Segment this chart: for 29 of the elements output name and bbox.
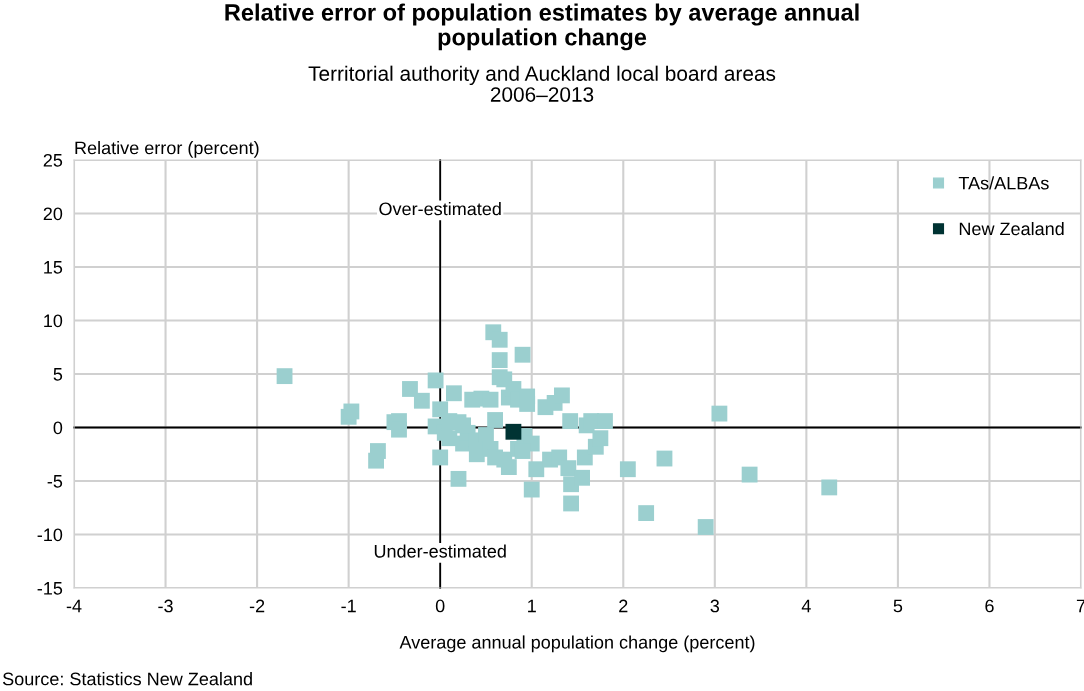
legend-label: TAs/ALBAs — [958, 176, 1049, 190]
y-tick-label: -10 — [37, 528, 63, 542]
y-axis-title: Relative error (percent) — [75, 141, 259, 158]
source-note: Source: Statistics New Zealand — [2, 672, 252, 686]
x-tick-label: -4 — [66, 599, 82, 613]
x-axis-title: Average annual population change (percent) — [399, 635, 755, 653]
x-tick-label: 2 — [619, 599, 628, 613]
x-tick-label: 6 — [985, 599, 994, 613]
x-tick-label: -3 — [158, 599, 173, 613]
y-tick-label: -15 — [37, 582, 63, 595]
chart-subtitle: Territorial authority and Auckland local board areas 2006–2013 — [308, 65, 776, 102]
y-tick-label: 0 — [53, 421, 63, 435]
y-tick-label: -5 — [47, 475, 63, 488]
y-tick-label: 25 — [43, 153, 63, 167]
chart-title: Relative error of population estimates by average annual population change — [225, 3, 859, 51]
x-tick-label: 0 — [435, 599, 445, 613]
y-tick-label: 15 — [44, 261, 63, 274]
x-tick-label: 5 — [893, 599, 903, 613]
y-tick-label: 20 — [43, 207, 63, 221]
y-tick-label: 5 — [53, 368, 63, 381]
x-tick-label: 3 — [710, 599, 720, 613]
x-tick-label: -1 — [341, 599, 356, 613]
y-tick-label: 10 — [44, 314, 63, 328]
annotation: Under-estimated — [374, 544, 506, 558]
annotation: Over-estimated — [379, 202, 501, 216]
x-tick-label: -2 — [249, 599, 265, 613]
x-tick-label: 1 — [528, 599, 536, 613]
x-tick-label: 4 — [801, 599, 811, 613]
legend-label: New Zealand — [959, 221, 1064, 236]
